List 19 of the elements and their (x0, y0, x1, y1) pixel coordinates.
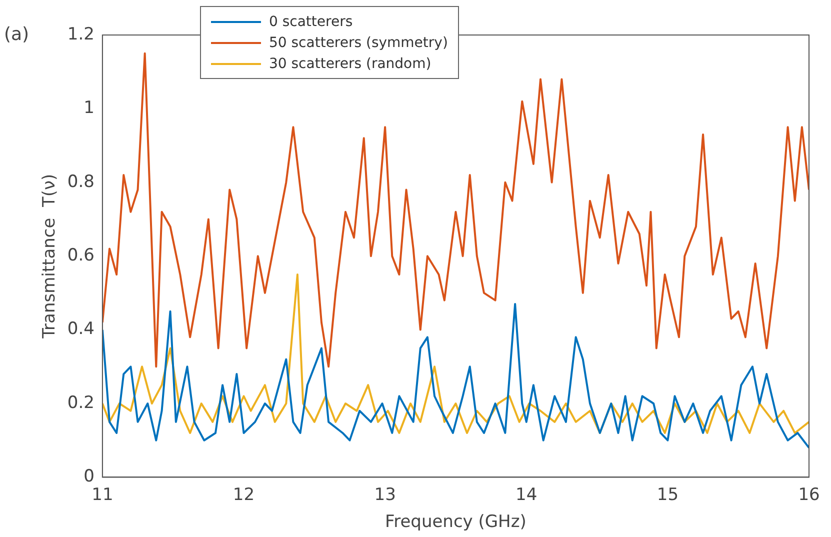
text: (a) (4, 24, 30, 45)
x-tick-label: 13 (374, 484, 396, 505)
y-axis-title: Transmittance T(ν) (40, 174, 60, 340)
x-tick-label: 16 (798, 484, 820, 505)
y-tick-label: 0.4 (67, 319, 94, 340)
y-tick-label: 1.2 (67, 24, 94, 44)
y-tick-label: 0.8 (67, 172, 94, 192)
legend-label: 30 scatterers (random) (269, 56, 432, 72)
legend-label: 50 scatterers (symmetry) (269, 34, 448, 50)
legend-label: 0 scatterers (269, 14, 353, 30)
y-tick-label: 0.2 (67, 392, 94, 413)
x-tick-label: 14 (516, 484, 538, 505)
y-tick-label: 0 (84, 466, 94, 487)
x-tick-label: 12 (232, 484, 255, 505)
y-tick-label: 0.6 (67, 246, 94, 266)
y-tick-label: 1 (84, 98, 94, 118)
x-tick-label: 15 (656, 484, 679, 505)
x-tick-label: 11 (92, 484, 114, 505)
x-axis-title: Frequency (GHz) (385, 512, 526, 532)
